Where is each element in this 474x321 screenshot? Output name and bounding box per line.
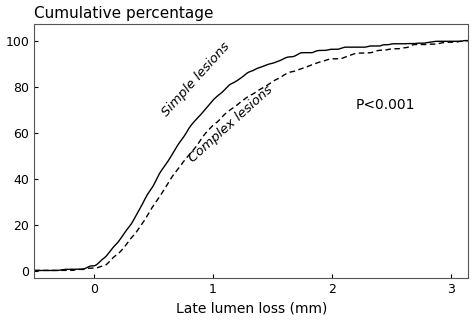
Text: P<0.001: P<0.001 [356, 98, 415, 112]
X-axis label: Late lumen loss (mm): Late lumen loss (mm) [176, 301, 327, 316]
Text: Cumulative percentage: Cumulative percentage [34, 5, 214, 21]
Text: Complex lesions: Complex lesions [187, 83, 275, 165]
Text: Simple lesions: Simple lesions [159, 40, 232, 119]
